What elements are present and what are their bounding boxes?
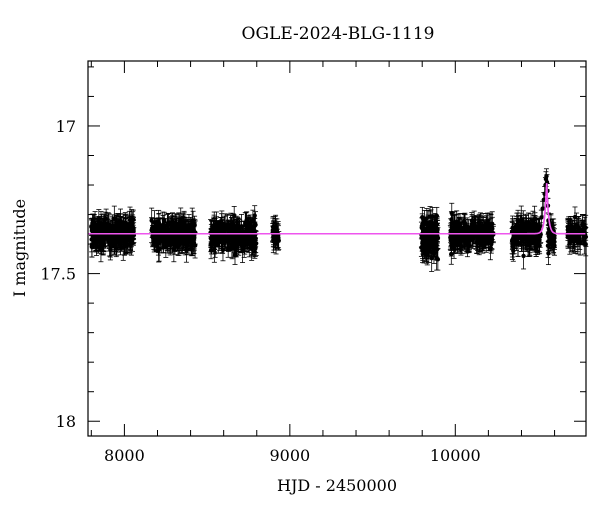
data-point: [103, 234, 108, 240]
data-point: [90, 220, 95, 226]
data-point: [129, 218, 134, 223]
data-point: [185, 237, 190, 242]
data-point: [97, 225, 102, 231]
data-point: [156, 223, 162, 228]
data-point: [127, 222, 132, 227]
data-point: [98, 247, 104, 253]
data-point: [154, 237, 159, 243]
data-point: [108, 247, 113, 252]
data-point: [103, 216, 109, 221]
data-point: [100, 239, 105, 244]
data-point: [188, 226, 193, 232]
data-point: [89, 237, 94, 242]
data-point: [124, 239, 129, 244]
data-point: [106, 222, 112, 228]
data-point: [161, 239, 166, 244]
data-point: [116, 227, 122, 233]
data-point: [184, 248, 189, 253]
data-point: [122, 224, 128, 230]
data-point: [156, 246, 162, 251]
data-point: [129, 240, 134, 245]
data-point: [171, 247, 177, 252]
data-point: [152, 229, 158, 234]
data-point: [188, 236, 194, 241]
data-point: [180, 240, 185, 246]
data-point: [123, 220, 128, 225]
data-point: [121, 244, 126, 250]
data-point: [167, 239, 173, 245]
data-point: [162, 218, 167, 223]
plot-area: [88, 61, 589, 436]
data-point: [94, 225, 99, 231]
data-point: [149, 218, 154, 223]
data-point: [232, 252, 238, 258]
data-point: [94, 243, 99, 248]
data-point: [125, 242, 130, 248]
data-point: [99, 243, 104, 249]
data-point: [212, 246, 217, 252]
data-point: [156, 241, 161, 246]
data-point: [109, 243, 114, 249]
data-point: [118, 218, 123, 224]
data-point: [160, 223, 165, 228]
data-point: [163, 244, 169, 249]
chart-title: OGLE-2024-BLG-1119: [242, 24, 435, 44]
data-point: [114, 223, 119, 228]
data-point: [225, 247, 231, 252]
data-point: [130, 236, 135, 242]
data-point: [192, 222, 197, 227]
data-point: [112, 216, 117, 221]
data-point: [105, 227, 110, 232]
data-point: [177, 226, 182, 232]
data-point: [165, 222, 171, 228]
data-point: [164, 227, 169, 233]
data-point: [91, 228, 97, 234]
data-point: [219, 221, 225, 226]
data-point: [101, 228, 107, 234]
data-point: [118, 240, 123, 246]
data-point: [119, 235, 124, 240]
data-point: [89, 243, 95, 249]
data-point: [220, 247, 226, 253]
data-point: [94, 237, 99, 242]
data-point: [107, 234, 112, 240]
data-point: [165, 235, 170, 241]
data-point: [108, 228, 114, 233]
data-point: [182, 228, 187, 233]
data-point: [180, 223, 186, 228]
data-point: [191, 240, 196, 246]
data-point: [96, 216, 102, 221]
data-point: [182, 233, 188, 238]
data-point: [170, 219, 175, 225]
data-point: [171, 223, 176, 228]
data-point: [176, 240, 182, 245]
